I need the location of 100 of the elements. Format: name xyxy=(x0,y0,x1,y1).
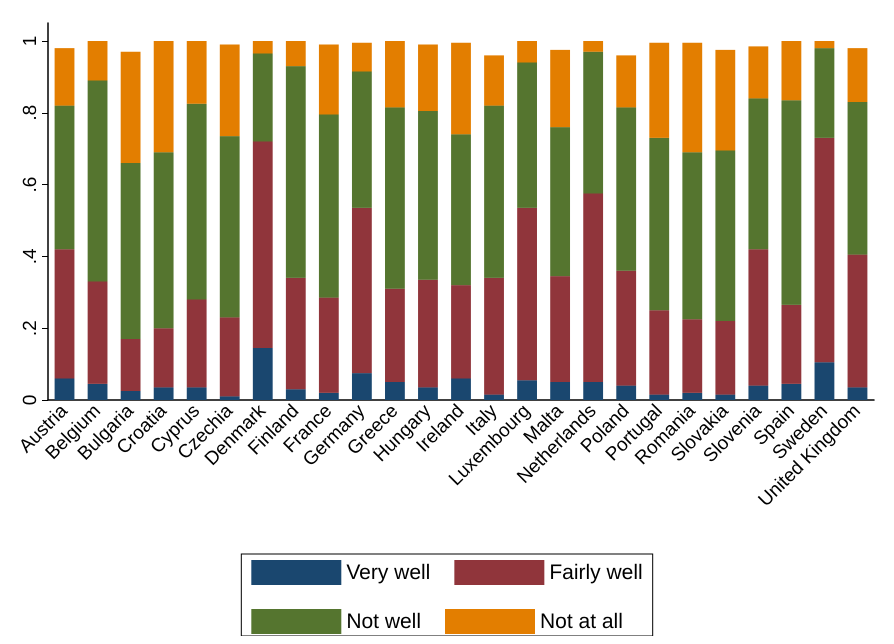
bar xyxy=(252,40,273,54)
bar xyxy=(286,278,306,390)
bar xyxy=(220,317,240,396)
bar xyxy=(318,114,339,298)
bar xyxy=(649,138,670,310)
bar xyxy=(286,66,306,278)
bar xyxy=(649,394,670,400)
bar xyxy=(848,48,868,102)
bar xyxy=(616,107,636,271)
bar xyxy=(814,362,834,400)
bar xyxy=(186,299,207,388)
y-tick-label: .4 xyxy=(20,248,41,264)
bar xyxy=(748,46,768,98)
bar xyxy=(352,42,372,72)
bar xyxy=(54,48,74,106)
bar xyxy=(54,249,74,378)
bar xyxy=(286,389,306,400)
bar xyxy=(781,40,802,100)
bar xyxy=(583,40,604,52)
bar xyxy=(517,62,537,208)
bar xyxy=(682,42,702,152)
bar xyxy=(451,134,471,286)
bar xyxy=(318,392,339,400)
bar xyxy=(484,394,504,400)
legend-label: Not at all xyxy=(540,610,623,633)
bar xyxy=(814,48,834,138)
bar xyxy=(682,319,702,393)
bar xyxy=(715,150,736,322)
bar xyxy=(385,288,405,382)
bar xyxy=(120,391,141,400)
bar xyxy=(484,106,504,278)
bar xyxy=(154,387,174,400)
bar xyxy=(682,392,702,400)
bar xyxy=(848,102,868,255)
bar xyxy=(154,152,174,328)
bar xyxy=(517,380,537,400)
bar xyxy=(252,141,273,348)
bar xyxy=(54,378,74,400)
y-tick-label: .6 xyxy=(20,176,41,192)
legend-label: Fairly well xyxy=(549,561,643,584)
bar xyxy=(781,384,802,400)
bar xyxy=(682,152,702,320)
bar xyxy=(814,138,834,362)
bar xyxy=(715,321,736,395)
bar xyxy=(451,285,471,378)
y-tick-label: 0 xyxy=(20,394,41,406)
legend-label: Not well xyxy=(346,610,422,633)
bar xyxy=(583,52,604,194)
bar xyxy=(418,387,438,400)
bar xyxy=(385,107,405,289)
bar xyxy=(88,80,108,282)
bar xyxy=(220,44,240,136)
bar xyxy=(88,384,108,400)
bar xyxy=(186,104,207,300)
bar xyxy=(88,282,108,384)
bar xyxy=(484,278,504,395)
bar xyxy=(748,249,768,386)
bar xyxy=(385,40,405,108)
bar xyxy=(649,310,670,395)
bar xyxy=(451,378,471,400)
y-tick-label: .8 xyxy=(20,104,41,121)
bar xyxy=(220,136,240,318)
bar xyxy=(616,270,636,386)
bar xyxy=(848,254,868,388)
bar xyxy=(451,42,471,134)
bar xyxy=(748,98,768,250)
bar xyxy=(154,328,174,388)
bar xyxy=(220,396,240,400)
bar xyxy=(781,304,802,384)
bar xyxy=(154,40,174,152)
bar xyxy=(517,208,537,380)
bar xyxy=(120,338,141,392)
bar xyxy=(88,40,108,80)
bar xyxy=(550,276,570,382)
y-tick-label: 1 xyxy=(20,36,41,46)
bar xyxy=(616,55,636,108)
bar xyxy=(186,40,207,104)
bar xyxy=(583,194,604,382)
bar xyxy=(550,127,570,276)
bar xyxy=(186,387,207,400)
y-tick-label: .2 xyxy=(20,320,41,336)
bar xyxy=(318,298,339,393)
bar xyxy=(616,386,636,400)
bar xyxy=(814,40,834,48)
bar xyxy=(550,50,570,128)
bar xyxy=(418,110,438,280)
bar xyxy=(583,382,604,400)
bar xyxy=(418,280,438,388)
bar xyxy=(385,382,405,400)
bar xyxy=(781,100,802,305)
bar xyxy=(715,50,736,150)
bar xyxy=(54,106,74,250)
bar xyxy=(120,163,141,339)
bar xyxy=(252,348,273,400)
bar xyxy=(748,386,768,400)
bar xyxy=(352,71,372,208)
legend-label: Very well xyxy=(346,561,430,584)
bar xyxy=(418,44,438,111)
bar xyxy=(318,44,339,115)
bar xyxy=(352,373,372,400)
